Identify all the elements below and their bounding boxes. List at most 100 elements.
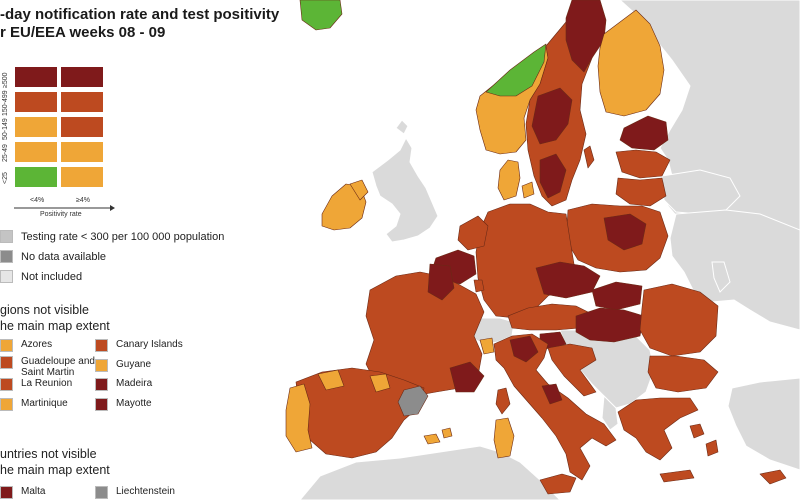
regions-heading-line-1: gions not visible	[0, 303, 89, 317]
region-item-mayotte: Mayotte	[95, 398, 152, 411]
matrix-cell-r4-c0	[14, 166, 58, 188]
legend-not-included: Not included	[0, 270, 82, 283]
bulgaria	[647, 355, 719, 393]
region-item-guyane: Guyane	[95, 359, 151, 372]
italy	[493, 333, 617, 481]
sweden-mid-dark	[531, 87, 573, 145]
turkey	[727, 377, 800, 471]
scotland-islands	[395, 119, 409, 135]
cyprus	[759, 469, 787, 485]
gotland	[583, 145, 595, 169]
region-label-guadeloupe: Guadeloupe and Saint Martin	[21, 356, 95, 378]
rate-label-2: 50-149	[2, 118, 9, 140]
regions-section-heading: gions not visible he main map extent	[0, 302, 110, 334]
greek-islands	[659, 423, 719, 483]
matrix-cell-r4-c1	[60, 166, 104, 188]
matrix-cell-r0-c0	[14, 66, 58, 88]
country-item-malta: Malta	[0, 486, 45, 499]
region-swatch-azores	[0, 339, 13, 352]
legend-notincluded-label: Not included	[21, 270, 83, 283]
region-swatch-martinique	[0, 398, 13, 411]
romania	[639, 283, 719, 357]
region-label-canary: Canary Islands	[116, 339, 183, 350]
region-label-la-reunion: La Reunion	[21, 378, 73, 389]
matrix-cell-r3-c1	[60, 141, 104, 163]
region-swatch-guyane	[95, 359, 108, 372]
region-label-guyane: Guyane	[116, 359, 152, 370]
region-label-azores: Azores	[21, 339, 53, 350]
balearic	[423, 427, 453, 445]
region-label-martinique: Martinique	[21, 398, 68, 409]
region-item-canary: Canary Islands	[95, 339, 183, 352]
italy-dark	[509, 335, 539, 363]
countries-heading-line-1: untries not visible	[0, 447, 97, 461]
title-line-1: -day notification rate and test positivi…	[0, 6, 280, 23]
countries-heading-line-2: he main map extent	[0, 463, 110, 477]
legend-swatch-testing	[0, 230, 13, 243]
ukraine	[669, 209, 800, 331]
legend-no-data: No data available	[0, 250, 106, 263]
rate-label-3: 25-49	[2, 144, 9, 162]
corsica	[495, 387, 511, 415]
norway-north	[299, 0, 343, 31]
positivity-label-0: <4%	[30, 197, 45, 204]
matrix-cell-r2-c1	[60, 116, 104, 138]
region-swatch-canary	[95, 339, 108, 352]
ireland	[321, 183, 367, 231]
region-item-guadeloupe: Guadeloupe and Saint Martin	[0, 356, 101, 378]
matrix-cell-r2-c0	[14, 116, 58, 138]
positivity-axis-arrow	[14, 205, 115, 211]
country-swatch-malta	[0, 486, 13, 499]
region-item-azores: Azores	[0, 339, 52, 352]
region-swatch-madeira	[95, 378, 108, 391]
finland	[597, 9, 665, 117]
sweden-dark	[565, 0, 607, 73]
region-label-madeira: Madeira	[116, 378, 153, 389]
country-item-liechtenstein: Liechtenstein	[95, 486, 175, 499]
czechia	[535, 261, 601, 299]
map-title: -day notification rate and test positivi…	[0, 6, 279, 42]
estonia	[619, 115, 669, 151]
spain-orange-2	[317, 369, 345, 391]
luxembourg	[473, 279, 485, 293]
rate-label-1: 150-499	[2, 90, 9, 116]
region-swatch-mayotte	[95, 398, 108, 411]
positivity-axis-label: Positivity rate	[40, 211, 82, 218]
hungary	[575, 307, 645, 343]
countries-section-heading: untries not visible he main map extent	[0, 446, 110, 478]
legend-nodata-label: No data available	[21, 250, 107, 263]
northern-ireland	[349, 179, 369, 201]
catalonia-nodata	[397, 385, 429, 417]
sicily	[539, 473, 577, 495]
greece	[617, 397, 699, 461]
legend-swatch-nodata	[0, 250, 13, 263]
united-kingdom	[371, 136, 439, 243]
region-label-mayotte: Mayotte	[116, 398, 152, 409]
region-item-martinique: Martinique	[0, 398, 68, 411]
italy-dark-2	[541, 383, 563, 405]
poland-dark	[603, 213, 647, 251]
france-dark-2	[449, 361, 485, 393]
rate-label-0: ≥500	[2, 72, 9, 88]
denmark-island	[521, 181, 535, 199]
albania	[601, 394, 619, 431]
country-label-liechtenstein: Liechtenstein	[116, 486, 175, 497]
matrix-cell-r0-c1	[60, 66, 104, 88]
norway-green	[485, 43, 547, 97]
region-item-madeira: Madeira	[95, 378, 152, 391]
sweden-south-dark	[539, 153, 567, 199]
legend-testing-rate: Testing rate < 300 per 100 000 populatio…	[0, 230, 224, 243]
country-swatch-liechtenstein	[95, 486, 108, 499]
lithuania	[615, 177, 667, 207]
slovakia	[591, 281, 643, 311]
region-swatch-guadeloupe	[0, 356, 13, 369]
region-swatch-la-reunion	[0, 378, 13, 391]
regions-heading-line-2: he main map extent	[0, 319, 110, 333]
netherlands	[457, 215, 489, 251]
spain-orange-1	[369, 373, 391, 393]
france-dark-1	[427, 263, 455, 301]
legend-testing-label: Testing rate < 300 per 100 000 populatio…	[21, 230, 225, 243]
country-label-malta: Malta	[21, 486, 46, 497]
matrix-cell-r1-c0	[14, 91, 58, 113]
